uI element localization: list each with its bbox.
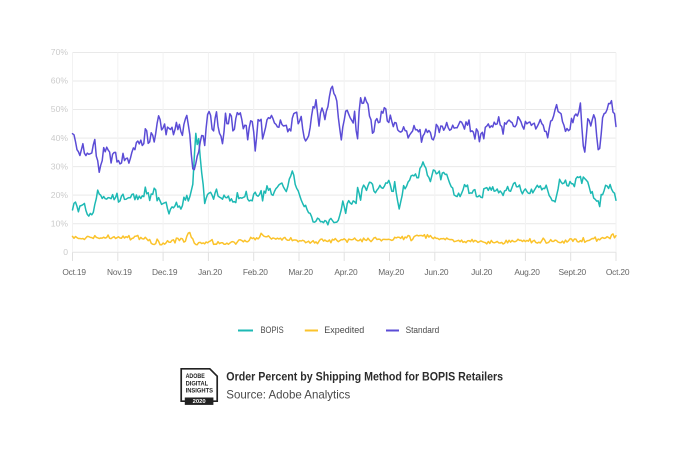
svg-text:BOPIS: BOPIS (261, 325, 284, 336)
svg-text:Jul.20: Jul.20 (471, 267, 493, 277)
svg-text:Source: Adobe Analytics: Source: Adobe Analytics (226, 388, 350, 401)
svg-text:Expedited: Expedited (324, 325, 364, 336)
svg-text:Order Percent by Shipping Meth: Order Percent by Shipping Method for BOP… (226, 369, 503, 383)
svg-text:40%: 40% (51, 133, 69, 143)
svg-text:Apr.20: Apr.20 (334, 267, 358, 277)
svg-text:70%: 70% (51, 47, 69, 57)
svg-text:Jun.20: Jun.20 (424, 267, 448, 277)
svg-text:50%: 50% (51, 104, 69, 114)
svg-text:May.20: May.20 (378, 267, 404, 277)
svg-text:Sept.20: Sept.20 (559, 267, 587, 277)
svg-text:20%: 20% (51, 190, 69, 200)
svg-text:Aug.20: Aug.20 (514, 267, 540, 277)
svg-text:Oct.19: Oct.19 (62, 267, 86, 277)
svg-text:Jan.20: Jan.20 (198, 267, 222, 277)
svg-text:10%: 10% (51, 218, 69, 228)
svg-text:ADOBE: ADOBE (186, 373, 206, 380)
svg-text:Standard: Standard (406, 325, 440, 336)
svg-text:Feb.20: Feb.20 (243, 267, 268, 277)
svg-text:Oct.20: Oct.20 (606, 267, 630, 277)
svg-text:0: 0 (63, 247, 68, 257)
svg-text:Mar.20: Mar.20 (288, 267, 313, 277)
svg-text:60%: 60% (51, 76, 69, 86)
svg-text:INSIGHTS: INSIGHTS (186, 388, 214, 395)
svg-text:Nov.19: Nov.19 (107, 267, 132, 277)
svg-text:Dec.19: Dec.19 (152, 267, 178, 277)
svg-text:DIGITAL: DIGITAL (186, 380, 209, 387)
svg-text:30%: 30% (51, 161, 69, 171)
svg-text:2020: 2020 (193, 399, 206, 405)
